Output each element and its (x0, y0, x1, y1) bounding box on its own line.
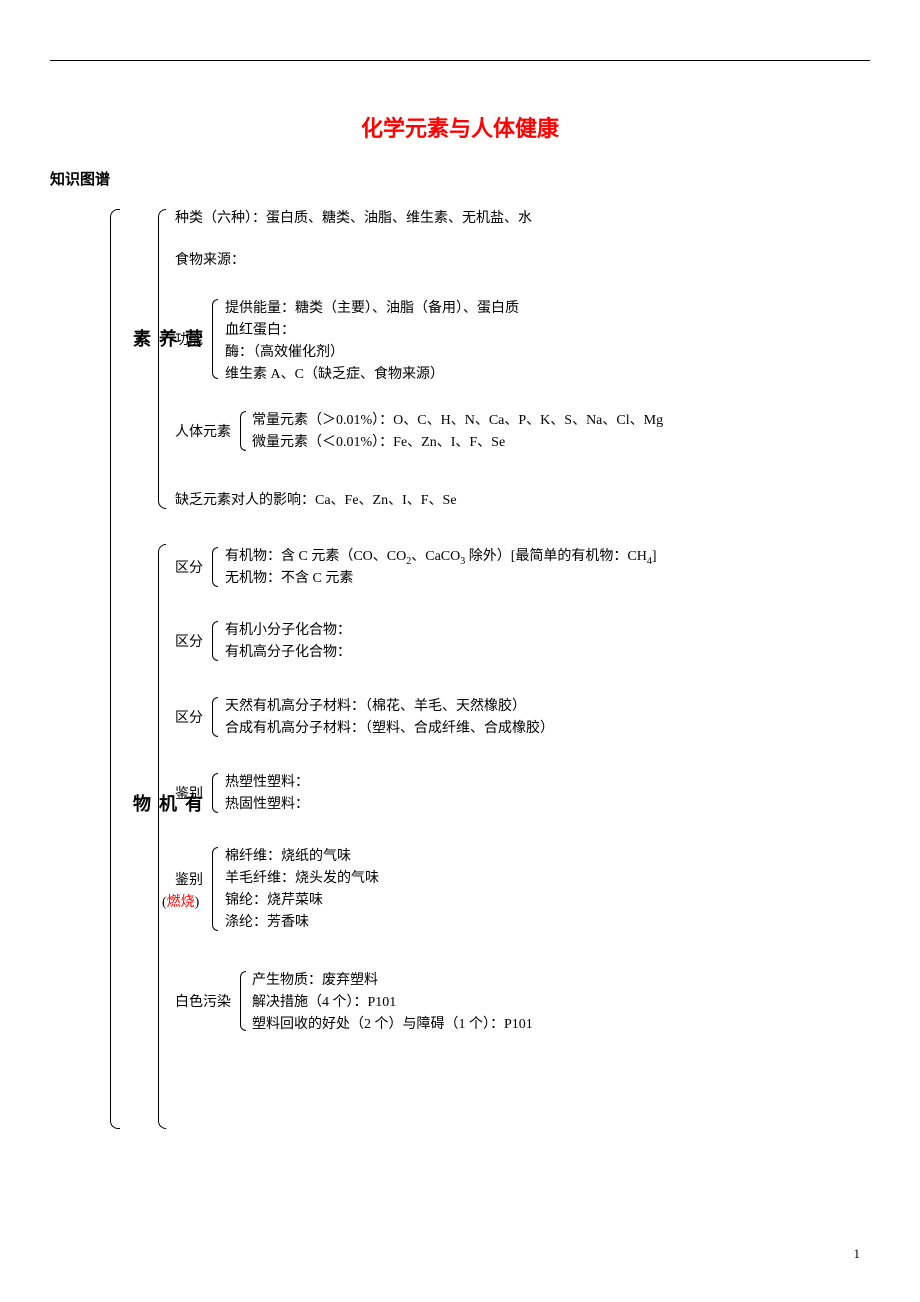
dist1-inorganic: 无机物：不含 C 元素 (225, 567, 353, 587)
ident2-label: 鉴别 (175, 869, 203, 889)
pollution-cause: 产生物质：废弃塑料 (252, 969, 378, 989)
dist2-large: 有机高分子化合物： (225, 641, 351, 661)
ident2-nylon: 锦纶：烧芹菜味 (225, 889, 323, 909)
page-title: 化学元素与人体健康 (50, 111, 870, 143)
enzyme-text: 酶：（高效催化剂） (225, 341, 344, 361)
types-text: 种类（六种）：蛋白质、糖类、油脂、维生素、无机盐、水 (175, 207, 532, 227)
ident2-sublabel: (燃烧) (162, 891, 199, 911)
ident1-thermo: 热塑性塑料： (225, 771, 309, 791)
main-bracket (110, 209, 120, 1129)
pollution-label: 白色污染 (175, 991, 231, 1011)
macro-text: 常量元素（＞0.01%）：O、C、H、N、Ca、P、K、S、Na、Cl、Mg (252, 409, 663, 429)
dist2-bracket (212, 621, 218, 661)
dist3-bracket (212, 697, 218, 737)
ident2-bracket (212, 847, 218, 931)
pollution-bracket (240, 971, 246, 1031)
dist2-label: 区分 (175, 631, 203, 651)
micro-text: 微量元素（＜0.01%）：Fe、Zn、I、F、Se (252, 431, 505, 451)
nutrients-bracket (158, 209, 166, 509)
ident2-wool: 羊毛纤维：烧头发的气味 (225, 867, 379, 887)
dist3-synthetic: 合成有机高分子材料：（塑料、合成纤维、合成橡胶） (225, 717, 554, 737)
organic-bracket (158, 544, 166, 1129)
energy-text: 提供能量：糖类（主要）、油脂（备用）、蛋白质 (225, 297, 519, 317)
dist1-organic: 有机物：含 C 元素（CO、CO2、CaCO3 除外）[最简单的有机物：CH4] (225, 545, 657, 567)
pollution-recycle: 塑料回收的好处（2 个）与障碍（1 个）：P101 (252, 1013, 533, 1033)
elements-bracket (240, 411, 246, 451)
ident1-bracket (212, 773, 218, 813)
dist1-bracket (212, 547, 218, 587)
dist1-label: 区分 (175, 557, 203, 577)
hemoglobin-text: 血红蛋白： (225, 319, 295, 339)
dist3-label: 区分 (175, 707, 203, 727)
ident2-cotton: 棉纤维：烧纸的气味 (225, 845, 351, 865)
page-number: 1 (854, 1246, 861, 1262)
ident1-thermoset: 热固性塑料： (225, 793, 309, 813)
dist2-small: 有机小分子化合物： (225, 619, 351, 639)
dist3-natural: 天然有机高分子材料：（棉花、羊毛、天然橡胶） (225, 695, 526, 715)
subtitle: 知识图谱 (50, 168, 870, 189)
source-text: 食物来源： (175, 249, 245, 269)
function-bracket (212, 299, 218, 379)
ident2-polyester: 涤纶：芳香味 (225, 911, 309, 931)
pollution-solution: 解决措施（4 个）：P101 (252, 991, 396, 1011)
deficiency-text: 缺乏元素对人的影响：Ca、Fe、Zn、I、F、Se (175, 489, 457, 509)
vitamin-text: 维生素 A、C（缺乏症、食物来源） (225, 363, 444, 383)
elements-label: 人体元素 (175, 421, 231, 441)
function-label: 功能 (175, 329, 203, 349)
ident1-label: 鉴别 (175, 783, 203, 803)
